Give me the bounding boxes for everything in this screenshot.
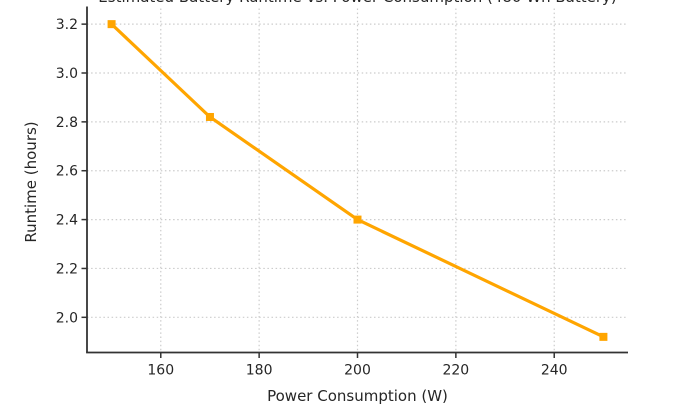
- x-tick-label: 220: [442, 363, 469, 379]
- data-point-marker: [205, 112, 214, 121]
- data-point-marker: [599, 332, 608, 341]
- y-axis-label: Runtime (hours): [22, 121, 40, 243]
- chart-title: Estimated Battery Runtime vs. Power Cons…: [87, 0, 628, 6]
- y-tick-label: 3.2: [56, 17, 78, 33]
- data-point-marker: [353, 215, 362, 224]
- x-tick-label: 160: [147, 363, 174, 379]
- x-axis-label: Power Consumption (W): [267, 387, 448, 404]
- y-tick-label: 2.8: [56, 115, 78, 131]
- y-tick-label: 2.6: [56, 164, 78, 180]
- x-tick-label: 240: [541, 363, 568, 379]
- x-tick-label: 200: [344, 363, 371, 379]
- x-tick-label: 180: [246, 363, 273, 379]
- y-tick-label: 2.4: [56, 213, 78, 229]
- data-line: [110, 22, 605, 339]
- data-point-marker: [107, 20, 116, 29]
- y-tick-label: 2.0: [56, 310, 78, 326]
- y-tick-label: 2.2: [56, 261, 78, 277]
- y-tick-label: 3.0: [56, 66, 78, 82]
